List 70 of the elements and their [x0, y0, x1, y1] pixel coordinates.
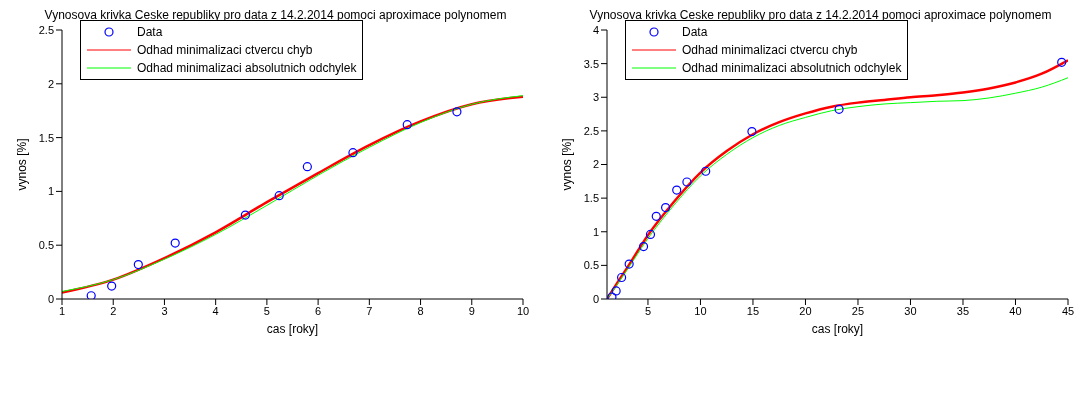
y-tick-label: 3: [592, 91, 599, 104]
point: [624, 259, 634, 269]
x-tick-label: 1: [58, 304, 66, 317]
y-tick-label: 1.5: [583, 192, 599, 205]
y-tick-label: 3.5: [583, 57, 599, 70]
point: [682, 177, 692, 187]
x-tick-label: 2: [110, 304, 117, 317]
y-tick-label: 1.5: [38, 131, 54, 144]
x-tick-label: 8: [417, 304, 424, 317]
x-tick-label: 6: [315, 304, 322, 317]
point: [617, 272, 627, 283]
point: [133, 259, 143, 270]
point: [1057, 57, 1067, 67]
x-tick-label: 10: [516, 304, 530, 317]
y-tick-label: 2.5: [38, 23, 54, 36]
point: [661, 202, 671, 213]
point: [701, 166, 711, 176]
x-axis-title: cas [roky]: [811, 322, 864, 336]
legend-label: Data: [682, 25, 708, 39]
chart-title: Vynosova krivka Ceske republiky pro data z 14.2.2014 pomoci aproximace polynomem: [43, 8, 508, 22]
y-tick-label: 0.5: [38, 239, 54, 252]
point: [834, 104, 844, 114]
point: [86, 291, 96, 299]
point: [402, 120, 412, 130]
point: [348, 148, 358, 158]
x-tick-label: 3: [161, 304, 168, 317]
y-tick-label: 2.5: [583, 124, 599, 137]
point: [611, 286, 621, 296]
legend-label: Odhad minimalizaci ctvercu chyb: [137, 43, 313, 57]
x-tick-label: 30: [904, 304, 917, 317]
x-tick-label: 15: [746, 304, 760, 317]
point: [747, 126, 757, 137]
x-tick-label: 5: [644, 304, 652, 317]
chart-title: Vynosova krivka Ceske republiky pro data z 14.2.2014 pomoci aproximace polynomem: [588, 8, 1053, 22]
x-tick-label: 10: [694, 304, 707, 317]
point: [274, 191, 284, 201]
point: [107, 281, 117, 291]
point: [645, 229, 656, 240]
point: [170, 238, 180, 248]
y-tick-label: 0: [592, 292, 599, 305]
y-tick-label: 4: [592, 23, 599, 36]
legend-label: Data: [137, 25, 163, 39]
y-tick-label: 2: [592, 158, 599, 171]
x-tick-label: 7: [366, 304, 373, 317]
y-tick-label: 2: [47, 77, 54, 90]
x-tick-label: 20: [799, 304, 812, 317]
x-tick-label: 4: [212, 304, 219, 317]
x-tick-label: 45: [1061, 304, 1075, 317]
x-axis-title: cas [roky]: [266, 322, 319, 336]
point: [607, 292, 617, 299]
legend-label: Odhad minimalizaci ctvercu chyb: [682, 43, 858, 57]
y-tick-label: 0: [47, 292, 54, 305]
y-tick-label: 1: [47, 185, 54, 198]
y-axis-title: vynos [%]: [15, 138, 30, 191]
point: [302, 162, 312, 172]
legend-label: Odhad minimalizaci absolutnich odchylek: [682, 61, 902, 75]
y-tick-label: 0.5: [583, 259, 599, 272]
x-tick-label: 25: [851, 304, 865, 317]
x-tick-label: 9: [468, 304, 475, 317]
legend-label: Odhad minimalizaci absolutnich odchylek: [137, 61, 357, 75]
point: [672, 185, 682, 195]
x-tick-label: 5: [263, 304, 270, 317]
point: [452, 107, 462, 117]
point: [651, 211, 661, 221]
y-axis-title: vynos [%]: [560, 138, 575, 191]
x-tick-label: 35: [956, 304, 970, 317]
y-tick-label: 1: [592, 225, 599, 238]
point: [638, 241, 649, 252]
x-tick-label: 40: [1009, 304, 1022, 317]
point: [240, 210, 250, 220]
